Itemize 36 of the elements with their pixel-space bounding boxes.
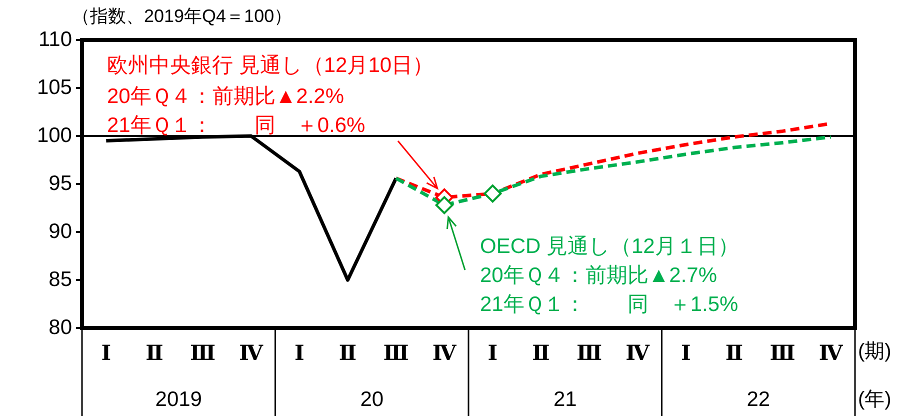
annotation: OECD 見通し（12月１日） [480,234,739,258]
annotation: 20年Ｑ４：前期比▲2.2% [107,84,344,108]
y-tick-label: 105 [36,76,72,99]
x-tick-label: Ⅲ [576,341,602,366]
x-tick-label: Ⅳ [626,341,651,366]
y-tick-label: 110 [38,28,72,51]
text: 2019 [155,388,202,411]
x-tick-label: Ⅰ [101,341,112,366]
x-tick-label: Ⅰ [294,341,304,366]
y-axis-title: （指数、2019年Q4＝100） [72,6,292,26]
x-tick-label: Ⅱ [532,341,550,366]
y-tick-label: 90 [48,220,72,243]
x-tick-label: Ⅰ [488,341,498,366]
x-tick-label: Ⅲ [383,341,409,366]
text: 22 [746,388,770,411]
x-tick-label: Ⅲ [190,341,216,366]
text: (期) [858,340,892,363]
x-tick-label: Ⅱ [146,341,164,366]
x-tick-label: Ⅳ [239,341,264,366]
x-tick-label: Ⅳ [432,341,458,366]
y-tick-label: 95 [48,172,72,195]
y-tick-label: 100 [36,124,72,147]
y-tick-label: 80 [48,316,72,339]
annotation: 21年Ｑ１： 同 ＋1.5% [480,292,738,316]
annotation: 21年Ｑ１： 同 ＋0.6% [107,114,366,137]
annotation: 欧州中央銀行 見通し（12月10日） [107,54,434,77]
text: (年) [858,388,892,411]
annotation: 20年Ｑ４：前期比▲2.7% [480,264,718,287]
x-tick-label: Ⅰ [680,341,691,366]
x-tick-label: Ⅳ [818,341,844,366]
x-tick-label: Ⅱ [338,341,357,366]
x-tick-label: Ⅲ [770,341,796,366]
y-tick-label: 85 [48,268,72,291]
text: 20 [360,388,384,411]
text: 21 [553,388,577,411]
x-tick-label: Ⅱ [725,341,744,366]
